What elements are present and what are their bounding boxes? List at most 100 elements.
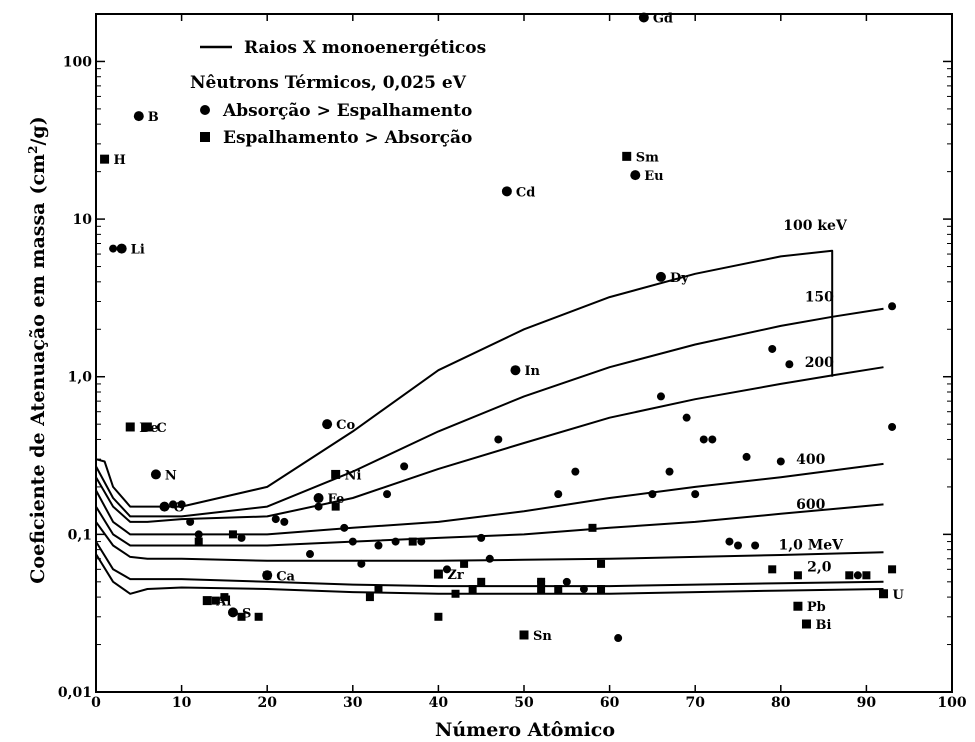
absorption-point	[768, 344, 777, 353]
element-label: S	[242, 606, 251, 621]
scattering-point	[845, 571, 854, 580]
scattering-point	[768, 565, 777, 574]
absorption-point	[271, 515, 280, 524]
absorption-point	[477, 533, 486, 542]
absorption-point	[227, 607, 238, 618]
element-label: Zr	[447, 568, 463, 583]
x-axis-label: Número Atômico	[435, 719, 615, 741]
absorption-point	[109, 244, 118, 253]
x-tick-label: 70	[685, 695, 705, 711]
y-axis-label-unit-pre: (cm	[27, 154, 49, 195]
scattering-point	[433, 569, 443, 579]
y-axis-label-main: Coeficiente de Atenuação em massa	[27, 203, 49, 584]
element-label: Ca	[276, 569, 295, 584]
scattering-point	[460, 559, 469, 568]
absorption-point	[501, 186, 512, 197]
legend-header: Nêutrons Térmicos, 0,025 eV	[190, 73, 467, 93]
absorption-point	[417, 537, 426, 546]
absorption-point	[554, 490, 563, 499]
absorption-point	[614, 634, 623, 643]
absorption-point	[313, 493, 324, 504]
element-label: Pb	[807, 600, 826, 615]
xray-curve-3	[95, 462, 884, 536]
element-label: O	[173, 501, 184, 516]
absorption-point	[322, 419, 333, 430]
y-tick-label: 0,01	[58, 685, 92, 701]
element-label: Co	[336, 418, 355, 433]
element-label: U	[893, 588, 905, 603]
absorption-point	[237, 533, 246, 542]
absorption-point	[150, 469, 161, 480]
absorption-point	[186, 517, 195, 526]
element-label: C	[156, 421, 166, 436]
scattering-point	[801, 619, 811, 629]
y-tick-label: 100	[63, 54, 92, 70]
absorption-point	[853, 571, 862, 580]
axis-ticks: 0 10 20 30 40 50 60 70 80 90 100 0,01 0,1 1,0 10 100	[58, 13, 967, 711]
scattering-point	[468, 585, 477, 594]
y-tick-label: 1,0	[68, 370, 93, 386]
scattering-point	[211, 596, 220, 605]
absorption-point	[776, 457, 785, 466]
xray-curve-5	[95, 521, 884, 562]
absorption-point	[708, 435, 717, 444]
scattering-point	[125, 422, 135, 432]
curve-label: 150	[805, 290, 834, 306]
absorption-point	[116, 243, 127, 254]
element-label: Sn	[533, 629, 552, 644]
scattering-point	[237, 612, 246, 621]
absorption-point	[638, 12, 649, 23]
absorption-point	[742, 452, 751, 461]
y-tick-label: 0,1	[68, 527, 92, 543]
scattering-point	[142, 422, 152, 432]
scattering-point	[622, 151, 632, 161]
scattering-point	[537, 577, 546, 586]
element-label: In	[524, 364, 540, 379]
element-label: Sm	[636, 150, 659, 165]
element-label: Dy	[670, 271, 689, 286]
legend-square-label: Espalhamento > Absorção	[223, 128, 472, 148]
element-label: N	[165, 468, 177, 483]
y-axis-label-unit-sup: 2	[26, 146, 40, 154]
legend: Raios X monoenergéticos Nêutrons Térmico…	[190, 38, 486, 148]
neutron-markers	[100, 12, 897, 643]
xray-curve-6	[95, 541, 884, 588]
x-tick-label: 10	[172, 695, 192, 711]
absorption-point	[169, 500, 178, 509]
absorption-point	[665, 467, 674, 476]
x-tick-label: 50	[514, 695, 534, 711]
curve-label: 2,0	[807, 560, 832, 576]
element-label: B	[148, 110, 159, 125]
curve-label: 100 keV	[783, 218, 848, 234]
y-axis-label: Coeficiente de Atenuação em massa (cm2/g)	[26, 116, 49, 583]
scattering-point	[519, 630, 529, 640]
absorption-point	[357, 559, 366, 568]
scattering-point	[254, 612, 263, 621]
absorption-point	[262, 570, 273, 581]
point-labels: 100 keV 150 200 400 600 1,0 MeV 2,0 Gd B Cd Eu Li Dy…	[114, 12, 905, 644]
scattering-point	[228, 530, 237, 539]
xray-curve-4	[95, 503, 884, 547]
scattering-point	[477, 577, 486, 586]
legend-circle-swatch	[200, 105, 210, 115]
absorption-point	[682, 413, 691, 422]
x-tick-label: 80	[771, 695, 791, 711]
y-tick-label: 10	[73, 212, 93, 228]
absorption-point	[374, 541, 383, 550]
element-label: Gd	[653, 12, 673, 27]
scattering-point	[597, 559, 606, 568]
absorption-point	[785, 360, 794, 369]
absorption-point	[562, 577, 571, 586]
xray-curve-7	[95, 553, 884, 595]
absorption-point	[442, 565, 451, 574]
scattering-point	[408, 537, 417, 546]
element-label: Li	[131, 243, 145, 258]
scattering-point	[862, 571, 871, 580]
absorption-point	[194, 530, 203, 539]
curve-label: 400	[796, 452, 825, 468]
absorption-point	[751, 541, 760, 550]
absorption-point	[485, 554, 494, 563]
absorption-point	[571, 467, 580, 476]
absorption-point	[494, 435, 503, 444]
